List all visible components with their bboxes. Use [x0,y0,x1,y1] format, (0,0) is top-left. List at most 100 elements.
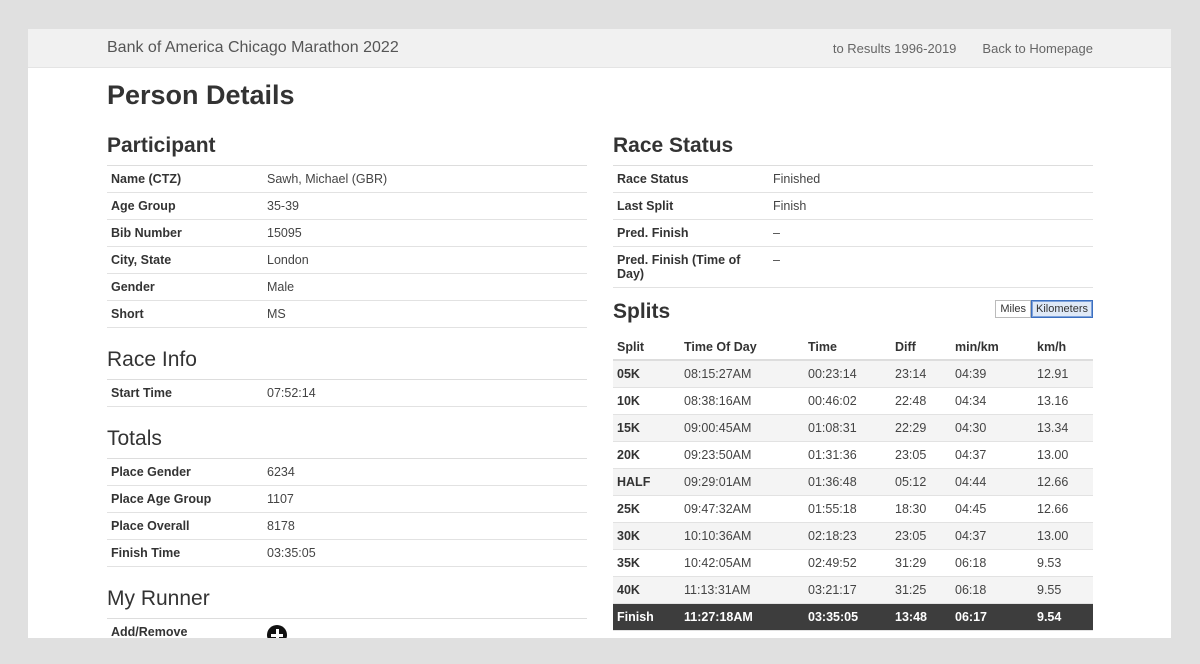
race-info-heading: Race Info [107,346,587,380]
split-cell: 23:14 [891,360,951,388]
table-row: Add/Remove [107,619,587,638]
field-value: Finish [769,192,1093,220]
split-cell: 04:44 [951,468,1033,496]
table-row: Pred. Finish (Time of Day) – [613,246,1093,288]
split-cell: 09:29:01AM [680,468,804,496]
split-cell: 08:38:16AM [680,387,804,415]
my-runner-heading: My Runner [107,585,587,619]
field-label: Pred. Finish (Time of Day) [613,246,769,288]
splits-heading: Splits [613,300,671,323]
table-row: Place Age Group 1107 [107,485,587,513]
nav-links: to Results 1996-2019 Back to Homepage [833,41,1093,56]
split-name: 10K [613,387,680,415]
column-header: Time [804,332,891,361]
table-row: HALF 09:29:01AM 01:36:48 05:12 04:44 12.66 [613,468,1093,496]
brand-title[interactable]: Bank of America Chicago Marathon 2022 [107,39,399,56]
split-cell: 13.00 [1033,522,1093,550]
field-value: Finished [769,166,1093,193]
field-value: London [263,246,587,274]
split-name: 30K [613,522,680,550]
miles-button[interactable]: Miles [995,300,1032,318]
my-runner-table: Add/Remove [107,619,587,638]
field-value: 8178 [263,512,587,540]
split-name: Finish [613,603,680,631]
table-row: Finish 11:27:18AM 03:35:05 13:48 06:17 9.54 [613,603,1093,631]
split-cell: 9.54 [1033,603,1093,631]
split-cell: 03:21:17 [804,576,891,604]
split-name: 05K [613,360,680,388]
field-value: 03:35:05 [263,539,587,567]
field-value: Male [263,273,587,301]
page-title: Person Details [107,80,295,110]
kilometers-button[interactable]: Kilometers [1031,300,1093,318]
split-cell: 01:08:31 [804,414,891,442]
unit-toggle: Miles Kilometers [995,300,1093,318]
split-cell: 02:49:52 [804,549,891,577]
split-cell: 01:31:36 [804,441,891,469]
table-row: 10K 08:38:16AM 00:46:02 22:48 04:34 13.16 [613,387,1093,415]
table-row: Place Overall 8178 [107,512,587,540]
split-name: HALF [613,468,680,496]
table-row: Gender Male [107,273,587,301]
table-row: Short MS [107,300,587,328]
right-column: Race Status Race Status Finished Last Spli… [613,132,1093,631]
split-cell: 31:29 [891,549,951,577]
table-row: Pred. Finish – [613,219,1093,247]
split-cell: 04:34 [951,387,1033,415]
field-label: Place Overall [107,512,263,540]
split-cell: 01:55:18 [804,495,891,523]
table-row: 20K 09:23:50AM 01:31:36 23:05 04:37 13.00 [613,441,1093,469]
table-row: Name (CTZ) Sawh, Michael (GBR) [107,166,587,193]
split-cell: 04:37 [951,441,1033,469]
split-cell: 13:48 [891,603,951,631]
split-cell: 04:39 [951,360,1033,388]
field-value: 15095 [263,219,587,247]
split-cell: 01:36:48 [804,468,891,496]
totals-table: Place Gender 6234 Place Age Group 1107 Place… [107,459,587,567]
table-row: Bib Number 15095 [107,219,587,247]
splits-table: Split Time Of Day Time Diff min/km km/h 05K 08… [613,332,1093,631]
table-row: City, State London [107,246,587,274]
field-label: Start Time [107,380,263,407]
splits-header-row: Split Time Of Day Time Diff min/km km/h [613,332,1093,361]
split-cell: 31:25 [891,576,951,604]
plus-circle-icon[interactable] [267,625,287,638]
field-label: Short [107,300,263,328]
field-label: City, State [107,246,263,274]
field-label: Place Gender [107,459,263,486]
split-name: 25K [613,495,680,523]
field-label: Bib Number [107,219,263,247]
homepage-link[interactable]: Back to Homepage [982,41,1093,56]
race-info-table: Start Time 07:52:14 [107,380,587,407]
field-value: – [769,246,1093,288]
table-row: Race Status Finished [613,166,1093,193]
split-cell: 06:17 [951,603,1033,631]
field-value: 07:52:14 [263,380,587,407]
totals-heading: Totals [107,425,587,459]
field-label: Finish Time [107,539,263,567]
field-label: Gender [107,273,263,301]
column-header: Diff [891,332,951,361]
split-cell: 9.53 [1033,549,1093,577]
field-value: – [769,219,1093,247]
split-cell: 04:45 [951,495,1033,523]
participant-heading: Participant [107,132,587,166]
table-row: Last Split Finish [613,192,1093,220]
field-value: MS [263,300,587,328]
split-cell: 09:00:45AM [680,414,804,442]
table-row: 40K 11:13:31AM 03:21:17 31:25 06:18 9.55 [613,576,1093,604]
table-row: Start Time 07:52:14 [107,380,587,407]
field-value: 1107 [263,485,587,513]
split-cell: 23:05 [891,441,951,469]
top-navbar: Bank of America Chicago Marathon 2022 to… [28,29,1171,68]
results-archive-link[interactable]: to Results 1996-2019 [832,41,957,56]
field-label: Pred. Finish [613,219,769,247]
split-cell: 03:35:05 [804,603,891,631]
split-cell: 12.66 [1033,495,1093,523]
split-cell: 13.34 [1033,414,1093,442]
split-name: 35K [613,549,680,577]
field-label: Age Group [107,192,263,220]
race-status-heading: Race Status [613,132,1093,166]
field-value: 35-39 [263,192,587,220]
split-cell: 06:18 [951,576,1033,604]
